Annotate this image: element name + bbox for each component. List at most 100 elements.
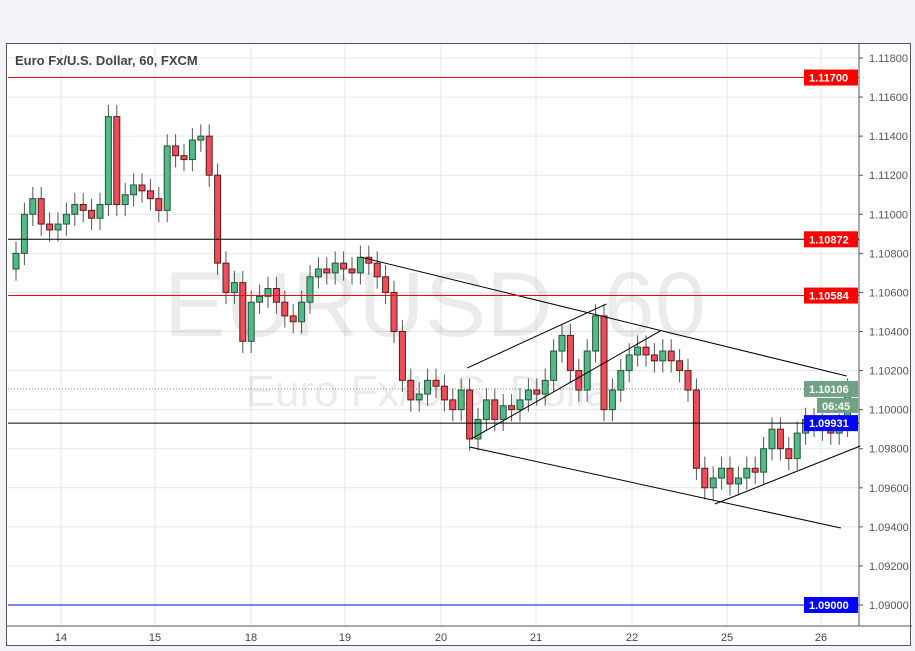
y-tick-label: 1.10800 [869, 248, 909, 260]
candle-down [575, 370, 583, 391]
price-label: 1.09931 [809, 418, 849, 430]
candle-up [625, 354, 633, 372]
x-tick-label: 18 [245, 632, 257, 644]
price-label: 1.10872 [809, 234, 849, 246]
y-tick-label: 1.11000 [869, 209, 908, 221]
candle-up [592, 315, 600, 352]
y-tick-label: 1.10000 [869, 405, 909, 417]
candle-down [172, 145, 180, 157]
candle-down [146, 190, 154, 200]
candle-up [524, 389, 532, 401]
candle-up [482, 399, 490, 420]
candle-up [62, 213, 70, 225]
candle-down [776, 428, 784, 450]
candle-up [558, 334, 566, 352]
candle-down [440, 385, 448, 401]
candle-down [222, 262, 230, 293]
price-label-bg [804, 69, 858, 86]
candle-down [340, 262, 348, 270]
x-tick-label: 20 [435, 632, 447, 644]
price-label-bg [804, 597, 858, 614]
candle-down [692, 389, 700, 469]
candle-down [667, 350, 675, 362]
price-label-bg [804, 287, 858, 304]
x-tick-label: 14 [55, 632, 67, 644]
trendline [360, 256, 847, 377]
candle-down [491, 399, 499, 420]
candle-down [751, 467, 759, 473]
candle-up [188, 139, 196, 161]
candle-down [508, 405, 516, 411]
candle-down [373, 262, 381, 278]
candle-up [20, 213, 28, 254]
price-label: 1.11700 [809, 73, 848, 85]
y-tick-label: 1.11600 [869, 92, 908, 104]
candle-up [298, 301, 306, 323]
candle-down [323, 268, 331, 274]
candle-up [54, 223, 62, 231]
candle-up [331, 262, 339, 274]
candle-down [390, 291, 398, 333]
candle-down [348, 268, 356, 274]
candle-up [314, 268, 322, 278]
price-label: 1.10584 [809, 291, 850, 303]
candle-up [608, 389, 616, 411]
candle-up [659, 350, 667, 362]
y-tick-label: 1.11200 [869, 170, 908, 182]
candlestick-chart[interactable]: 14 15 18 19 20 21 22 25 26 1.11800 1.11600 1.11400 1… [7, 44, 912, 647]
candle-up [71, 204, 79, 215]
candle-up [474, 418, 482, 440]
x-tick-label: 26 [815, 632, 827, 644]
candle-up [793, 432, 801, 459]
candle-up [718, 467, 726, 479]
candle-down [726, 467, 734, 485]
trendline [466, 303, 607, 369]
x-tick-label: 25 [721, 632, 733, 644]
candle-up [197, 135, 205, 141]
candle-down [642, 346, 650, 356]
candle-down [205, 135, 213, 176]
candle-down [449, 399, 457, 411]
candle-up [734, 477, 742, 485]
candle-up [499, 405, 507, 420]
candle-down [466, 389, 474, 440]
candle-down [180, 155, 188, 161]
candle-up [230, 282, 238, 293]
y-tick-label: 1.10400 [869, 327, 909, 339]
x-tick-label: 21 [530, 632, 542, 644]
y-tick-label: 1.11400 [869, 131, 908, 143]
candle-up [306, 276, 314, 303]
candle-down [155, 198, 163, 211]
y-tick-label: 1.10200 [869, 366, 909, 378]
candle-down [79, 204, 87, 211]
candle-down [684, 370, 692, 391]
y-tick-label: 1.09400 [869, 522, 909, 534]
candle-up [96, 204, 104, 219]
price-label-bg [804, 415, 858, 432]
price-label: 1.09000 [809, 600, 849, 612]
candle-up [356, 256, 364, 274]
candle-down [88, 209, 96, 219]
candle-down [382, 276, 390, 293]
candle-down [676, 360, 684, 372]
candle-down [281, 301, 289, 317]
candle-down [239, 282, 247, 342]
candle-up [104, 116, 112, 206]
candle-down [701, 467, 709, 489]
y-tick-label: 1.09200 [869, 561, 909, 573]
chart-panel[interactable]: 14 15 18 19 20 21 22 25 26 1.11800 1.11600 1.11400 1… [6, 43, 912, 647]
candle-down [650, 354, 658, 362]
candle-up [256, 295, 264, 303]
candle-up [130, 184, 138, 196]
watermark-name: Euro Fx/U.S. Dollar [246, 367, 625, 416]
x-tick-label: 22 [626, 632, 638, 644]
candle-down [138, 184, 146, 192]
candle-up [516, 399, 524, 411]
current-price-bg [804, 380, 858, 397]
candle-up [617, 370, 625, 391]
y-tick-label: 1.09000 [869, 600, 909, 612]
countdown-bg [817, 397, 858, 413]
candle-down [214, 174, 222, 264]
price-label-bg [804, 231, 858, 248]
candle-down [407, 379, 415, 401]
